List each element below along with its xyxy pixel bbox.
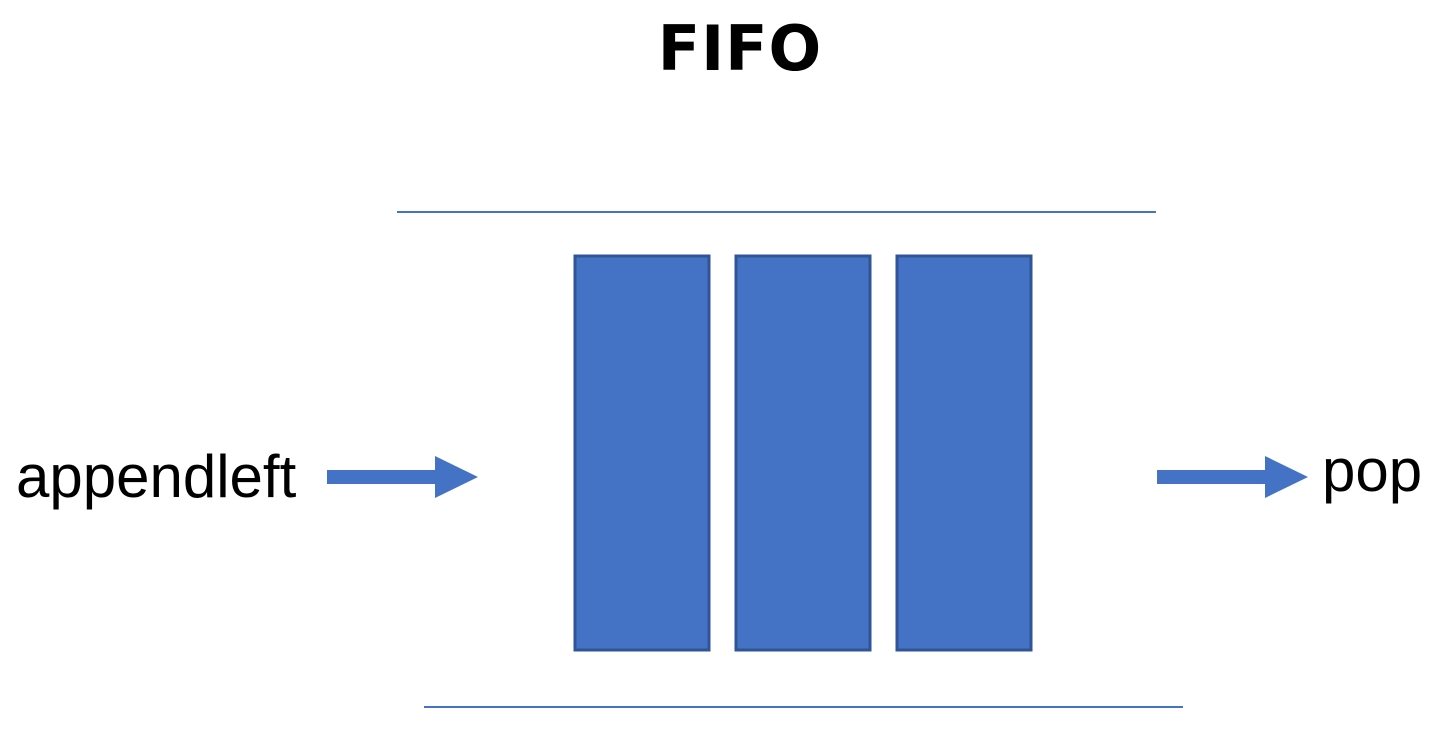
queue-item-2 (734, 254, 872, 652)
dequeue-arrow (1157, 456, 1308, 498)
dequeue-label: pop (1322, 437, 1423, 504)
queue-item-3 (895, 254, 1033, 652)
enqueue-label: appendleft (16, 443, 297, 510)
enqueue-arrow (327, 456, 478, 498)
diagram-title: FIFO (657, 12, 823, 85)
queue-item-1 (573, 254, 711, 652)
